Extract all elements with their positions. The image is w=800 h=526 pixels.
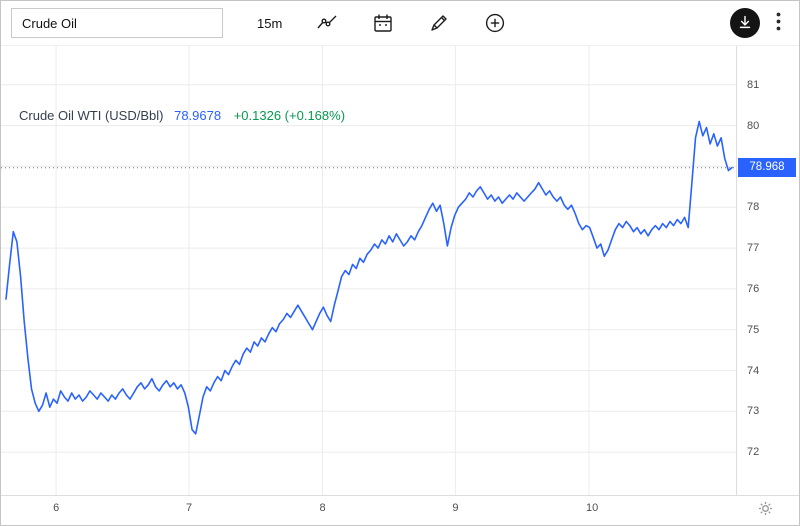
- x-axis-label: 9: [452, 502, 459, 514]
- line-chart-icon: [316, 12, 338, 34]
- y-axis-label: 74: [747, 364, 760, 377]
- y-axis-label: 72: [747, 446, 760, 459]
- download-button[interactable]: [730, 8, 760, 38]
- chart-style-button[interactable]: [316, 10, 338, 36]
- add-indicator-button[interactable]: [484, 10, 506, 36]
- gear-icon[interactable]: [758, 501, 773, 519]
- pencil-icon: [428, 12, 450, 34]
- y-axis-label: 73: [747, 405, 760, 418]
- y-axis-label: 77: [747, 242, 760, 255]
- gridlines: [1, 46, 736, 495]
- symbol-name: Crude Oil WTI (USD/Bbl): [19, 108, 164, 123]
- x-axis-label: 7: [185, 502, 193, 514]
- more-menu-button[interactable]: [776, 12, 781, 34]
- draw-button[interactable]: [428, 10, 450, 36]
- x-axis-label: 8: [319, 502, 326, 514]
- symbol-search-input[interactable]: [11, 8, 223, 38]
- interval-button[interactable]: 15m: [257, 10, 282, 36]
- chart-legend: Crude Oil WTI (USD/Bbl) 78.9678 +0.1326 …: [19, 108, 345, 123]
- y-axis-label: 80: [747, 119, 760, 132]
- y-axis-label: 75: [747, 323, 760, 336]
- x-axis-label: 10: [585, 502, 599, 514]
- y-axis-label: 76: [747, 282, 760, 295]
- chart-plot-area[interactable]: Crude Oil WTI (USD/Bbl) 78.9678 +0.1326 …: [1, 46, 736, 495]
- toolbar: 15m: [1, 1, 799, 46]
- x-axis-label: 6: [53, 502, 60, 514]
- change-value: +0.1326 (+0.168%): [233, 108, 346, 123]
- toolbar-right: [730, 8, 789, 38]
- price-line-series: [5, 120, 733, 435]
- plus-circle-icon: [484, 12, 506, 34]
- last-price-badge: 78.968: [738, 157, 796, 177]
- calendar-icon: [372, 12, 394, 34]
- last-value: 78.9678: [174, 108, 222, 123]
- kebab-menu-icon: [776, 12, 781, 34]
- calendar-button[interactable]: [372, 10, 394, 36]
- y-axis-label: 78: [747, 201, 760, 214]
- price-scale[interactable]: 78.968 81807978777675747372: [736, 46, 799, 495]
- price-chart[interactable]: [1, 46, 736, 495]
- download-icon: [736, 13, 754, 34]
- y-axis-label: 81: [747, 78, 760, 91]
- time-scale[interactable]: 6 7 8 9 10: [1, 495, 799, 525]
